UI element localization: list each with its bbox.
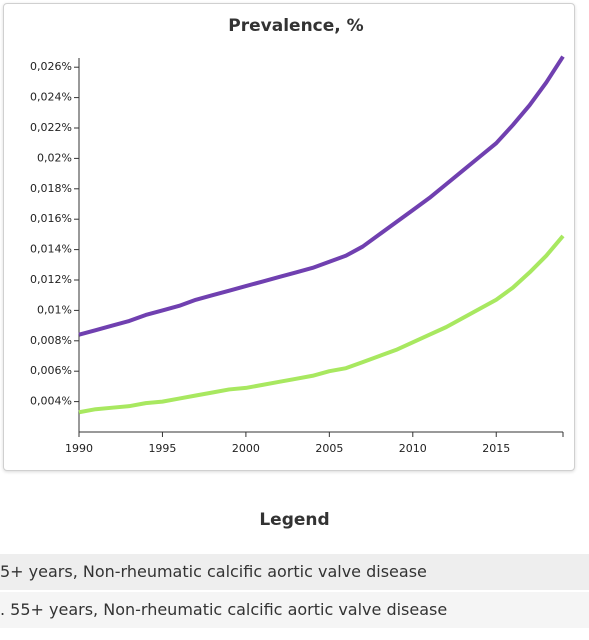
y-tick-label: 0,006%	[30, 364, 72, 377]
y-tick-label: 0,012%	[30, 273, 72, 286]
x-tick-label: 2005	[315, 442, 343, 455]
legend-entry: 5+ years, Non-rheumatic calcific aortic …	[0, 554, 589, 590]
x-tick-label: 2000	[232, 442, 260, 455]
x-tick-label: 1995	[148, 442, 176, 455]
legend-title: Legend	[259, 510, 330, 530]
y-tick-label: 0,014%	[30, 243, 72, 256]
x-tick-label: 2015	[482, 442, 510, 455]
x-tick-label: 2010	[399, 442, 427, 455]
legend-entry: . 55+ years, Non-rheumatic calcific aort…	[0, 592, 589, 628]
y-tick-label: 0,022%	[30, 121, 72, 134]
y-tick-label: 0,024%	[30, 91, 72, 104]
series-line	[78, 234, 565, 415]
y-tick-label: 0,026%	[30, 60, 72, 73]
y-tick-label: 0,01%	[37, 303, 72, 316]
chart: Prevalence, % 0,004% 0,006% 0,008% 0,01% 0,0…	[30, 16, 565, 455]
y-tick-label: 0,02%	[37, 151, 72, 164]
y-tick-label: 0,004%	[30, 395, 72, 408]
chart-title: Prevalence, %	[228, 16, 363, 36]
series-line	[78, 55, 565, 337]
chart-card	[3, 3, 575, 471]
y-tick-label: 0,018%	[30, 182, 72, 195]
y-tick-label: 0,008%	[30, 334, 72, 347]
x-tick-label: 1990	[65, 442, 93, 455]
y-tick-label: 0,016%	[30, 212, 72, 225]
